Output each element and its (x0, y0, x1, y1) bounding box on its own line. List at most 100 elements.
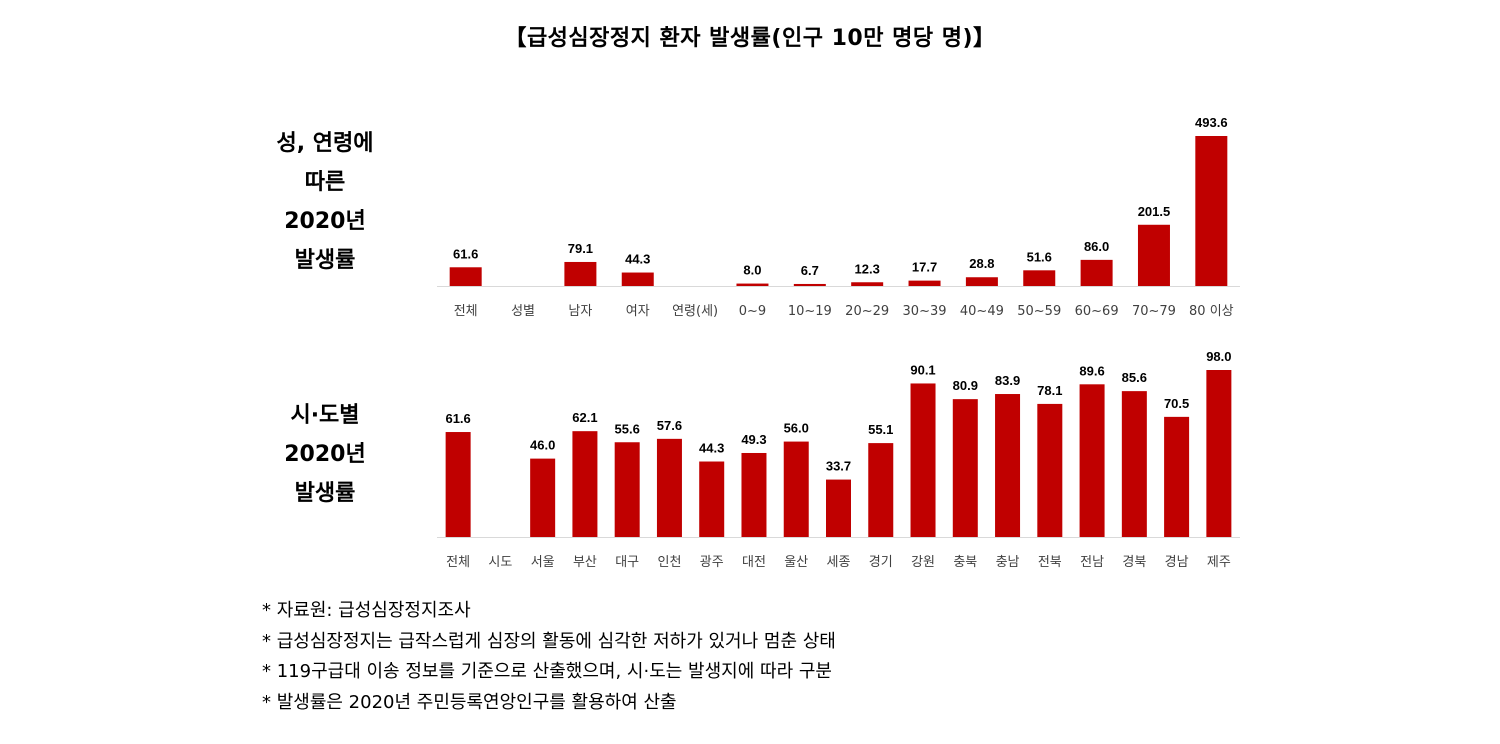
age-data-label: 79.1 (568, 241, 593, 256)
panel1-label-line: 따른 (304, 170, 346, 195)
region-data-label: 98.0 (1206, 349, 1231, 364)
region-bar (445, 432, 471, 537)
age-data-label: 6.7 (801, 263, 819, 278)
region-data-label: 62.1 (572, 410, 597, 425)
region-tick-label: 광주 (700, 555, 724, 570)
age-data-label: 12.3 (855, 261, 880, 276)
age-data-label: 201.5 (1138, 204, 1171, 219)
region-tick-label: 대구 (615, 555, 639, 570)
age-data-label: 493.6 (1195, 115, 1228, 130)
chart-title: 【급성심장정지 환자 발생률(인구 10만 명당 명)】 (504, 26, 996, 51)
age-tick-label: 60~69 (1075, 304, 1119, 319)
region-tick-label: 강원 (911, 555, 935, 570)
region-data-label: 85.6 (1122, 370, 1147, 385)
region-data-label: 89.6 (1079, 363, 1104, 378)
region-bar (1079, 384, 1105, 537)
age-bar (1195, 136, 1228, 286)
region-tick-label: 경기 (869, 555, 893, 570)
age-tick-label: 80 이상 (1189, 304, 1234, 319)
age-tick-label: 여자 (626, 304, 650, 319)
age-data-label: 28.8 (969, 256, 994, 271)
region-tick-label: 대전 (742, 555, 766, 570)
region-tick-label: 충북 (953, 555, 977, 570)
panel2-label-line: 2020년 (284, 442, 366, 467)
region-data-label: 46.0 (530, 438, 555, 453)
region-tick-label: 전북 (1038, 555, 1062, 570)
footnote: * 자료원: 급성심장정지조사 (262, 600, 471, 621)
age-bar (1137, 224, 1170, 286)
region-data-label: 56.0 (784, 421, 809, 436)
age-bar (449, 267, 482, 286)
age-bar (564, 261, 597, 286)
region-tick-label: 인천 (657, 555, 681, 570)
age-tick-label: 0~9 (739, 304, 766, 319)
age-tick-label: 10~19 (788, 304, 832, 319)
region-tick-label: 울산 (784, 555, 808, 570)
region-tick-label: 서울 (531, 555, 555, 570)
region-bar (952, 399, 978, 537)
panel2-label-line: 발생률 (294, 481, 356, 506)
region-tick-label: 전체 (446, 555, 470, 570)
region-data-label: 70.5 (1164, 396, 1189, 411)
region-bar (1037, 403, 1063, 537)
region-bar (783, 441, 809, 537)
age-bar (908, 280, 941, 286)
region-data-label: 90.1 (910, 362, 935, 377)
region-bar (1164, 416, 1190, 537)
region-bar (826, 479, 851, 537)
panel1-label-line: 2020년 (284, 209, 366, 234)
age-bar (965, 277, 998, 286)
region-tick-label: 전남 (1080, 555, 1104, 570)
region-data-label: 80.9 (953, 378, 978, 393)
region-bar (1121, 391, 1147, 537)
region-data-label: 49.3 (741, 432, 766, 447)
region-tick-label: 경남 (1165, 555, 1189, 570)
region-data-label: 44.3 (699, 441, 724, 456)
region-tick-label: 세종 (827, 555, 851, 570)
region-data-label: 57.6 (657, 418, 682, 433)
region-bar (614, 442, 640, 537)
panel1-label-line: 성, 연령에 (276, 131, 374, 156)
age-bar (851, 282, 884, 286)
panel2-label-line: 시·도별 (290, 403, 360, 428)
age-data-label: 17.7 (912, 260, 937, 275)
footnote: * 급성심장정지는 급작스럽게 심장의 활동에 심각한 저하가 있거나 멈춘 상… (262, 630, 836, 652)
age-tick-label: 연령(세) (672, 304, 718, 319)
age-tick-label: 남자 (568, 304, 592, 319)
region-bar (868, 443, 894, 537)
age-data-label: 44.3 (625, 252, 650, 267)
region-data-label: 55.1 (868, 422, 893, 437)
region-bar (741, 452, 767, 537)
age-tick-label: 20~29 (845, 304, 889, 319)
region-bar (530, 458, 556, 537)
region-bar (910, 383, 936, 537)
age-bar (793, 283, 826, 286)
age-tick-label: 70~79 (1132, 304, 1176, 319)
footnote: * 119구급대 이송 정보를 기준으로 산출했으며, 시·도는 발생지에 따라… (262, 661, 832, 682)
region-bar (1206, 370, 1232, 537)
age-data-label: 51.6 (1027, 249, 1052, 264)
region-tick-label: 충남 (996, 555, 1020, 570)
region-tick-label: 제주 (1207, 555, 1231, 570)
region-tick-label: 경북 (1122, 555, 1146, 570)
panel1-label-line: 발생률 (294, 248, 356, 273)
region-bar (572, 431, 598, 537)
region-bar (995, 394, 1021, 537)
region-bar (699, 461, 725, 537)
age-tick-label: 50~59 (1017, 304, 1061, 319)
region-data-label: 78.1 (1037, 383, 1062, 398)
region-tick-label: 시도 (488, 555, 512, 570)
age-bar (736, 283, 769, 286)
age-bar (621, 272, 654, 286)
age-data-label: 61.6 (453, 246, 478, 261)
age-data-label: 86.0 (1084, 239, 1109, 254)
region-bar (656, 438, 682, 537)
region-data-label: 83.9 (995, 373, 1020, 388)
region-data-label: 61.6 (445, 411, 470, 426)
age-tick-label: 전체 (454, 304, 478, 319)
age-tick-label: 40~49 (960, 304, 1004, 319)
age-tick-label: 30~39 (903, 304, 947, 319)
age-data-label: 8.0 (743, 263, 761, 278)
age-tick-label: 성별 (511, 304, 535, 319)
